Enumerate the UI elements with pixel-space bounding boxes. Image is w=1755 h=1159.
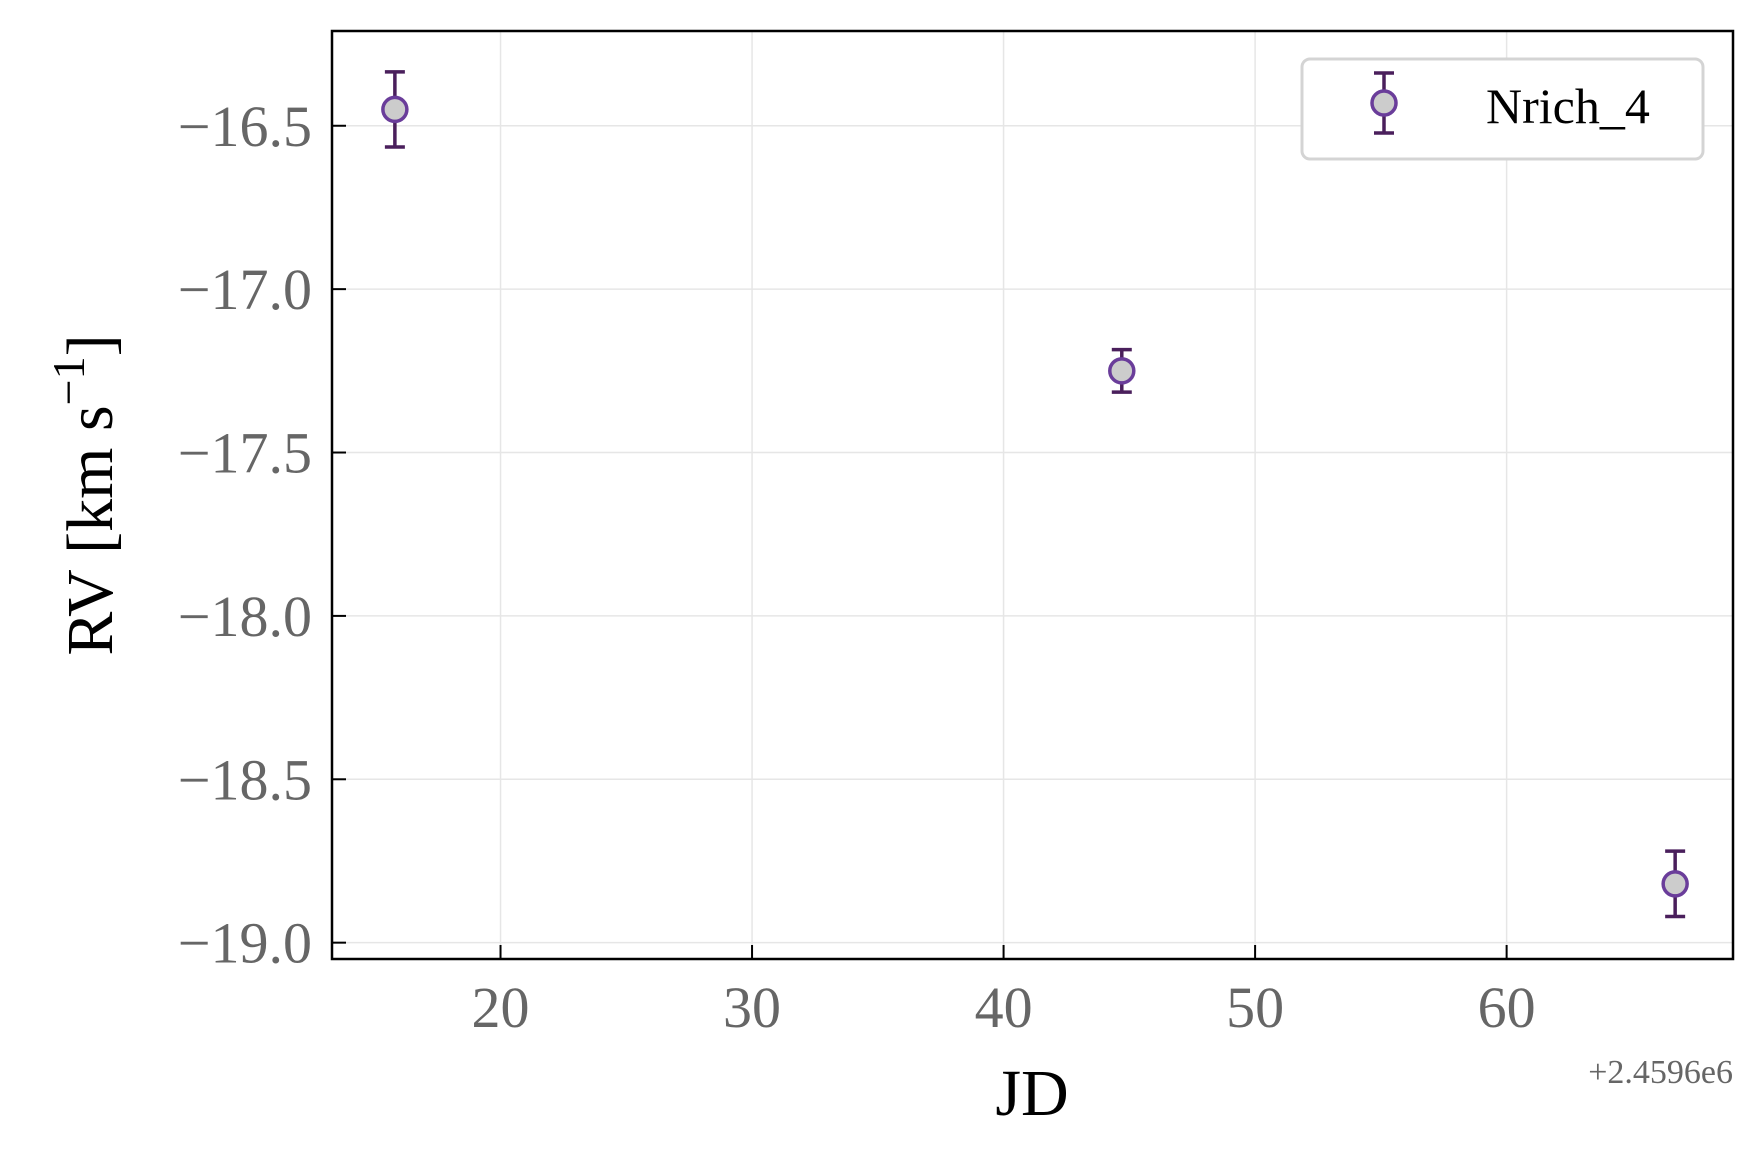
y-tick-label: −17.0 [178,257,312,322]
data-point-marker [1108,357,1136,385]
y-tick-label: −18.5 [178,747,312,812]
data-point [1108,347,1136,394]
x-tick-label: 30 [723,975,781,1040]
legend-marker [1370,71,1398,135]
data-point [1661,849,1689,919]
data-points [381,70,1689,919]
data-point-marker [1370,89,1398,117]
data-point [381,70,409,149]
data-point-marker [1661,870,1689,898]
x-axis-title: JD [995,1057,1068,1130]
x-tick-label: 40 [975,975,1033,1040]
grid [332,31,1733,959]
y-tick-label: −16.5 [178,94,312,159]
plot-frame [330,29,1735,961]
legend-box [1300,57,1705,161]
legend: Nrich_4 [1300,57,1705,161]
x-tick-label: 60 [1478,975,1536,1040]
x-tick-label: 20 [472,975,530,1040]
y-tick-label: −17.5 [178,421,312,486]
legend-label: Nrich_4 [1486,78,1650,134]
x-offset-label: +2.4596e6 [1588,1054,1733,1091]
y-tick-label: −19.0 [178,911,312,976]
x-tick-label: 50 [1226,975,1284,1040]
y-tick-label: −18.0 [178,584,312,649]
axis-ticks: 20 30 40 50 60 −16.5 −17.0 −17.5 −18.0 −18.5 −19.0 [178,94,1536,1040]
data-point-marker [381,95,409,124]
